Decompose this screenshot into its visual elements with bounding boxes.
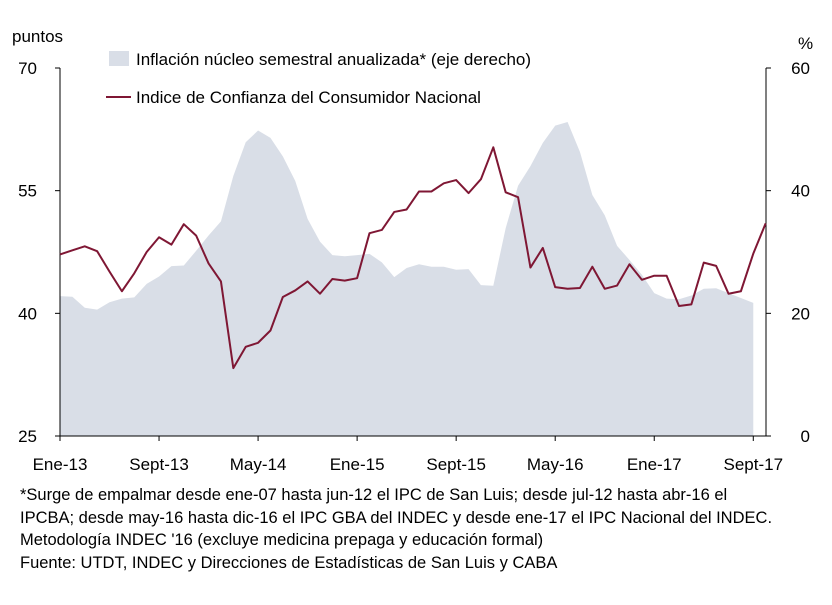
note-line-4: Fuente: UTDT, INDEC y Direcciones de Est… bbox=[20, 553, 558, 572]
x-tick-label: May-14 bbox=[230, 455, 287, 474]
confidence-line-layer bbox=[59, 146, 767, 370]
chart: puntos % 70 55 40 25 60 40 20 0 Ene-13 Sept-13 M… bbox=[12, 27, 813, 474]
right-tick-label: 20 bbox=[791, 304, 810, 323]
x-tick-label: Ene-13 bbox=[33, 455, 88, 474]
right-tick-label: 60 bbox=[791, 59, 810, 78]
note-line-3: Metodología INDEC '16 (excluye medicina … bbox=[20, 531, 544, 549]
x-tick-label: May-16 bbox=[527, 455, 584, 474]
x-tick-label: Sept-13 bbox=[129, 455, 189, 474]
x-tick-label: Sept-17 bbox=[724, 455, 784, 474]
x-axis-ticks: Ene-13 Sept-13 May-14 Ene-15 Sept-15 May-16 En… bbox=[33, 455, 783, 474]
right-axis-ticks: 60 40 20 0 bbox=[791, 59, 810, 446]
axes bbox=[59, 68, 767, 437]
legend-line-label: Indice de Confianza del Consumidor Nacio… bbox=[136, 88, 481, 107]
inflation-area-layer bbox=[60, 121, 754, 436]
x-tick-label: Ene-15 bbox=[330, 455, 385, 474]
right-axis-unit: % bbox=[798, 34, 813, 53]
tick-marks bbox=[55, 67, 771, 441]
left-tick-label: 55 bbox=[18, 182, 37, 201]
inflation-area bbox=[60, 121, 754, 436]
legend-area-swatch bbox=[109, 51, 129, 66]
right-tick-label: 40 bbox=[791, 182, 810, 201]
left-tick-label: 40 bbox=[18, 304, 37, 323]
note-line-1: *Surge de empalmar desde ene-07 hasta ju… bbox=[20, 486, 728, 504]
confidence-line bbox=[59, 146, 767, 370]
left-tick-label: 25 bbox=[18, 427, 37, 446]
x-tick-label: Ene-17 bbox=[627, 455, 682, 474]
note-line-2: IPCBA; desde may-16 hasta dic-16 el IPC … bbox=[20, 508, 773, 527]
right-tick-label: 0 bbox=[801, 427, 810, 446]
legend: Inflación núcleo semestral anualizada* (… bbox=[106, 50, 531, 107]
x-tick-label: Sept-15 bbox=[426, 455, 486, 474]
legend-area-label: Inflación núcleo semestral anualizada* (… bbox=[136, 50, 531, 69]
left-axis-unit: puntos bbox=[12, 27, 63, 46]
chart-notes: *Surge de empalmar desde ene-07 hasta ju… bbox=[20, 484, 820, 574]
left-axis-ticks: 70 55 40 25 bbox=[18, 59, 37, 446]
left-tick-label: 70 bbox=[18, 59, 37, 78]
